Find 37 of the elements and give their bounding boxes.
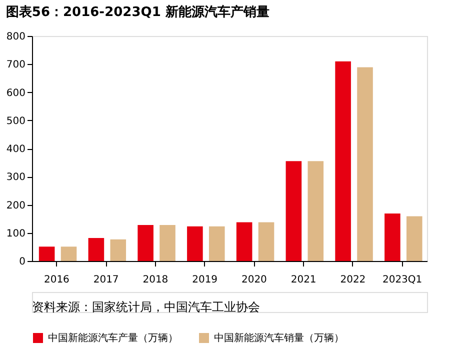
x-tick-label: 2017 [93, 274, 119, 286]
x-tick-label: 2023Q1 [382, 274, 422, 286]
y-tick-label: 600 [6, 88, 26, 99]
x-tick-label: 2018 [142, 274, 168, 286]
bar [60, 246, 77, 261]
x-tick-label: 2019 [192, 274, 218, 286]
x-tick-label: 2016 [44, 274, 70, 286]
y-tick-label: 700 [6, 60, 26, 71]
y-tick-label: 500 [6, 116, 26, 127]
bar [384, 213, 400, 261]
text: 资料来源：国家统计局，中国汽车工业协会 [32, 300, 260, 314]
legend-label: 中国新能源汽车产量（万辆） [48, 332, 178, 344]
bar [406, 216, 422, 261]
bar [208, 226, 225, 261]
y-tick-label: 100 [6, 228, 26, 240]
bar [88, 238, 104, 261]
bar [187, 226, 203, 261]
bar [236, 222, 252, 261]
y-tick-label: 400 [6, 144, 26, 155]
x-tick-label: 2020 [241, 274, 267, 286]
y-tick-label: 800 [6, 32, 26, 42]
y-tick-label: 200 [6, 200, 26, 212]
bar [258, 222, 274, 261]
bar [286, 161, 302, 261]
bar [308, 161, 324, 261]
bar [38, 246, 55, 261]
bar [335, 61, 351, 261]
x-tick-label: 2022 [340, 274, 366, 286]
x-tick-label: 2021 [290, 274, 316, 286]
bar [160, 225, 176, 261]
bar [138, 225, 154, 261]
y-tick-label: 0 [19, 256, 26, 268]
chart-title: 图表56：2016-2023Q1 新能源汽车产销量 [6, 4, 270, 20]
bar [357, 67, 373, 261]
y-tick-label: 300 [6, 172, 26, 184]
legend-label: 中国新能源汽车销量（万辆） [214, 332, 344, 344]
bar [110, 239, 126, 261]
